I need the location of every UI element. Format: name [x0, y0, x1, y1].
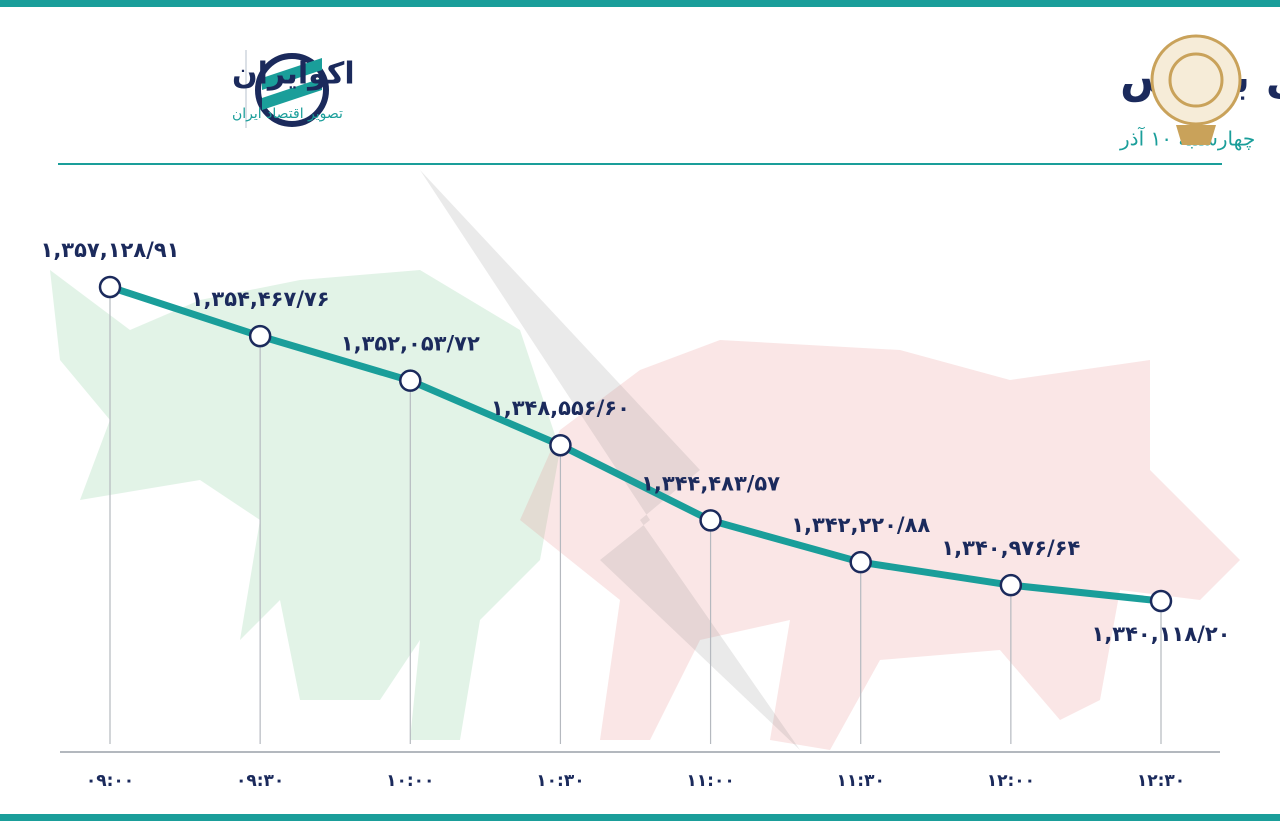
x-tick-label: ۱۰:۰۰ [386, 771, 434, 791]
bear-shape [520, 340, 1240, 750]
value-label: ۱,۳۵۴,۴۶۷/۷۶ [191, 287, 330, 311]
data-point [699, 509, 722, 532]
data-point [1149, 589, 1173, 613]
series-line [106, 283, 1165, 605]
brand-logo [245, 50, 329, 128]
x-tick-label: ۱۲:۳۰ [1137, 771, 1185, 791]
x-tick-label: ۱۱:۳۰ [837, 771, 885, 791]
brand-name: اکوایران [232, 57, 355, 92]
value-label: ۱,۳۵۷,۱۲۸/۹۱ [41, 238, 180, 262]
data-point [849, 550, 872, 574]
x-tick-label: ۰۹:۳۰ [236, 771, 284, 791]
data-point [549, 433, 572, 457]
x-tick-label: ۱۱:۰۰ [686, 771, 734, 791]
value-label: ۱,۳۴۲,۲۲۰/۸۸ [791, 513, 930, 537]
top-bar [0, 0, 1280, 7]
value-label: ۱,۳۴۰,۱۱۸/۲۰ [1092, 622, 1231, 646]
data-point [999, 573, 1023, 597]
brand-tagline: تصویر اقتصاد ایران [232, 106, 343, 122]
value-label: ۱,۳۵۲,۰۵۳/۷۲ [341, 332, 480, 356]
data-point [98, 275, 122, 299]
data-point [399, 369, 422, 392]
x-tick-label: ۱۲:۰۰ [987, 771, 1035, 791]
exchange-emblem [1150, 34, 1242, 145]
value-label: ۱,۳۴۸,۵۵۶/۶۰ [491, 396, 630, 420]
x-tick-label: ۰۹:۰۰ [86, 771, 134, 791]
value-label: ۱,۳۴۰,۹۷۶/۶۴ [941, 536, 1080, 560]
bottom-bar [0, 814, 1280, 821]
data-point [248, 324, 272, 348]
value-label: ۱,۳۴۴,۴۸۳/۵۷ [641, 471, 780, 495]
x-tick-label: ۱۰:۳۰ [536, 771, 584, 791]
